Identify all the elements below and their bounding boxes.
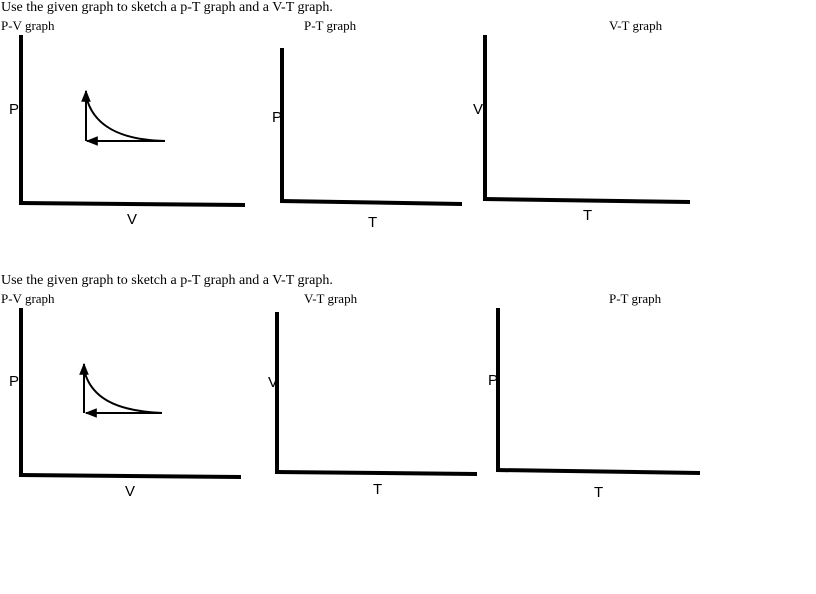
instruction-text: Use the given graph to sketch a p-T grap… (1, 0, 333, 15)
x-axis-label: V (125, 483, 136, 500)
graph-title-pv: P-V graph (1, 291, 55, 306)
instruction-text: Use the given graph to sketch a p-T grap… (1, 273, 333, 288)
axes-vt-top (482, 35, 691, 204)
y-axis-label: P (272, 109, 283, 126)
x-axis-label: T (594, 484, 604, 501)
graph-title-vt: V-T graph (609, 18, 663, 33)
axes-pv-top (18, 35, 246, 207)
isotherm-curve (85, 95, 166, 142)
pv-cycle-top (81, 89, 166, 146)
graph-title-pt: P-T graph (304, 18, 357, 33)
axes-pt-top (279, 48, 463, 206)
axes-pt-bottom (495, 308, 701, 475)
x-axis-label: T (368, 214, 378, 231)
x-axis-label: V (127, 211, 138, 228)
y-axis-label: P (488, 372, 499, 389)
axes-pv-bottom (18, 308, 242, 479)
axes-vt-bottom (274, 312, 478, 476)
pv-cycle-bottom (79, 362, 163, 418)
y-axis-label: V (473, 101, 484, 118)
x-axis-label: T (583, 207, 593, 224)
graph-title-pv: P-V graph (1, 18, 55, 33)
y-axis-label: P (9, 101, 20, 118)
x-axis-label: T (373, 481, 383, 498)
y-axis-label: P (9, 373, 20, 390)
y-axis-label: V (268, 374, 279, 391)
graph-title-pt: P-T graph (609, 291, 662, 306)
graph-title-vt: V-T graph (304, 291, 358, 306)
isotherm-curve (83, 369, 163, 414)
